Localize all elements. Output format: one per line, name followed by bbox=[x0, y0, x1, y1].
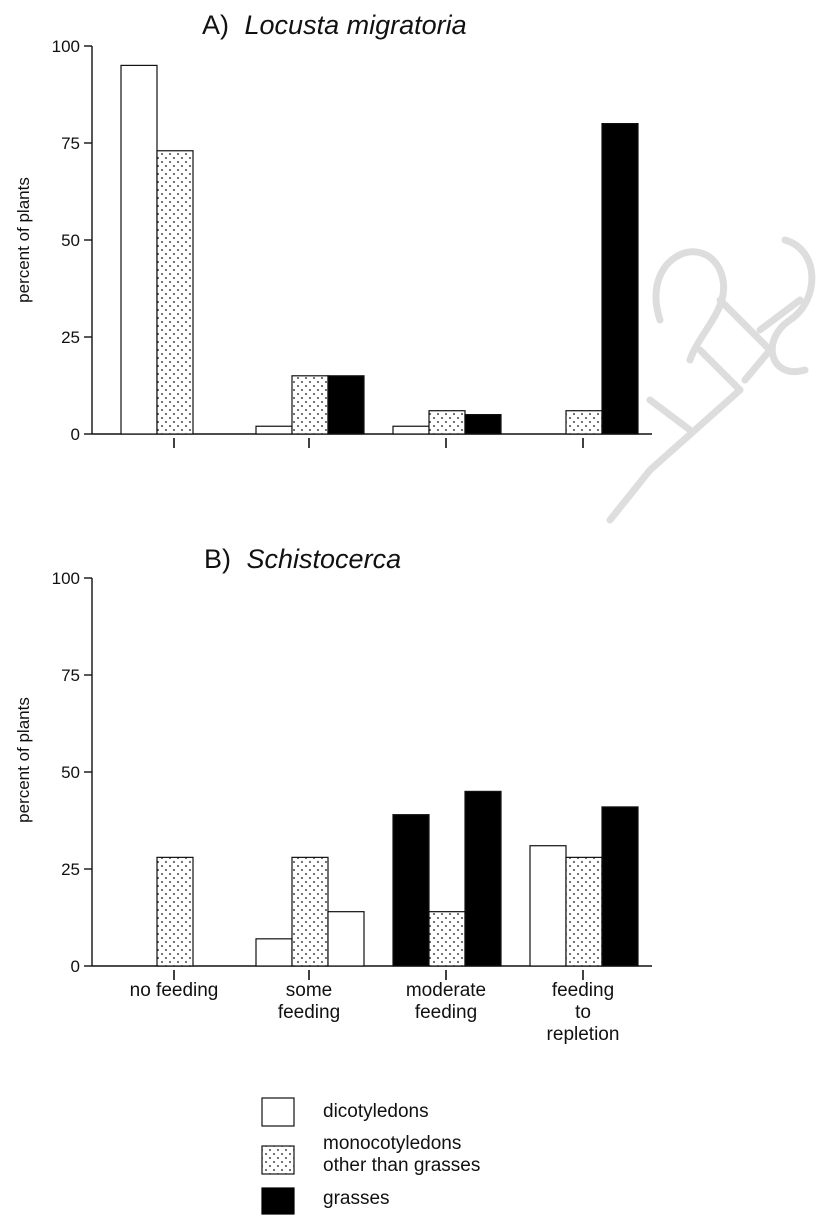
panel-b-plot: 0 25 50 75 100 bbox=[52, 569, 652, 980]
legend-swatch-monocotyledons bbox=[261, 1145, 295, 1175]
bar-monocotyledons-3 bbox=[565, 856, 603, 967]
bar-dicotyledons-2 bbox=[392, 814, 430, 967]
bar-grasses-2 bbox=[464, 790, 502, 967]
legend-label-monocotyledons-line1: monocotyledons bbox=[323, 1133, 461, 1154]
bar-monocotyledons-1 bbox=[291, 856, 329, 967]
y-tick-label: 25 bbox=[61, 860, 80, 879]
category-label-2-line0: moderate bbox=[406, 980, 486, 1001]
bar-dicotyledons-1 bbox=[255, 425, 293, 435]
category-label-2-line1: feeding bbox=[415, 1002, 477, 1023]
bar-monocotyledons-2 bbox=[428, 911, 466, 967]
panel-a-title: A) Locusta migratoria bbox=[202, 10, 467, 40]
category-label-3-line2: repletion bbox=[547, 1024, 620, 1045]
y-tick-label: 50 bbox=[61, 231, 80, 250]
category-label-0-line0: no feeding bbox=[130, 980, 219, 1001]
legend-label-grasses: grasses bbox=[323, 1188, 390, 1209]
bar-grasses-2 bbox=[464, 414, 502, 435]
legend-label-monocotyledons-line2: other than grasses bbox=[323, 1155, 480, 1176]
legend-swatch-dicotyledons bbox=[261, 1097, 295, 1127]
bar-dicotyledons-2 bbox=[392, 425, 430, 435]
y-tick-label: 100 bbox=[52, 569, 80, 588]
watermark bbox=[606, 236, 816, 524]
bar-monocotyledons-0 bbox=[156, 150, 194, 435]
legend-swatch-grasses bbox=[261, 1187, 295, 1215]
panel-a-species: Locusta migratoria bbox=[245, 10, 467, 40]
category-labels: no feeding somefeedingmoderatefeedingfeed… bbox=[130, 980, 620, 1045]
y-tick-label: 50 bbox=[61, 763, 80, 782]
y-tick-label: 0 bbox=[71, 425, 80, 444]
panel-b-ylabel: percent of plants bbox=[14, 697, 33, 823]
panel-a-ylabel: percent of plants bbox=[14, 177, 33, 303]
panel-b-title: B) Schistocerca bbox=[204, 544, 401, 574]
bar-monocotyledons-0 bbox=[156, 856, 194, 967]
y-tick-label: 0 bbox=[71, 957, 80, 976]
legend-label-monocotyledons: monocotyledons other than grasses bbox=[323, 1133, 480, 1176]
bar-dicotyledons-3 bbox=[529, 845, 567, 967]
bar-grasses-1 bbox=[327, 911, 365, 967]
bar-monocotyledons-1 bbox=[291, 375, 329, 435]
bar-grasses-3 bbox=[601, 122, 639, 435]
category-label-3-line1: to bbox=[575, 1002, 591, 1023]
y-tick-label: 100 bbox=[52, 37, 80, 56]
bar-grasses-3 bbox=[601, 806, 639, 967]
bar-dicotyledons-0 bbox=[120, 64, 158, 435]
y-tick-label: 25 bbox=[61, 328, 80, 347]
panel-b-prefix: B) bbox=[204, 544, 231, 574]
panel-b-species: Schistocerca bbox=[247, 544, 402, 574]
panel-a-prefix: A) bbox=[202, 10, 229, 40]
category-label-3-line0: feeding bbox=[552, 980, 614, 1001]
legend: dicotyledons monocotyledons other than g… bbox=[261, 1097, 480, 1215]
category-label-1-line1: feeding bbox=[278, 1002, 340, 1023]
bar-monocotyledons-3 bbox=[565, 410, 603, 435]
category-label-1-line0: some bbox=[286, 980, 332, 1001]
bar-grasses-1 bbox=[327, 375, 365, 435]
panel-a-plot: 0 25 50 75 100 bbox=[52, 37, 652, 448]
y-tick-label: 75 bbox=[61, 666, 80, 685]
bar-dicotyledons-1 bbox=[255, 938, 293, 967]
legend-label-dicotyledons: dicotyledons bbox=[323, 1101, 429, 1122]
bar-monocotyledons-2 bbox=[428, 410, 466, 435]
y-tick-label: 75 bbox=[61, 134, 80, 153]
